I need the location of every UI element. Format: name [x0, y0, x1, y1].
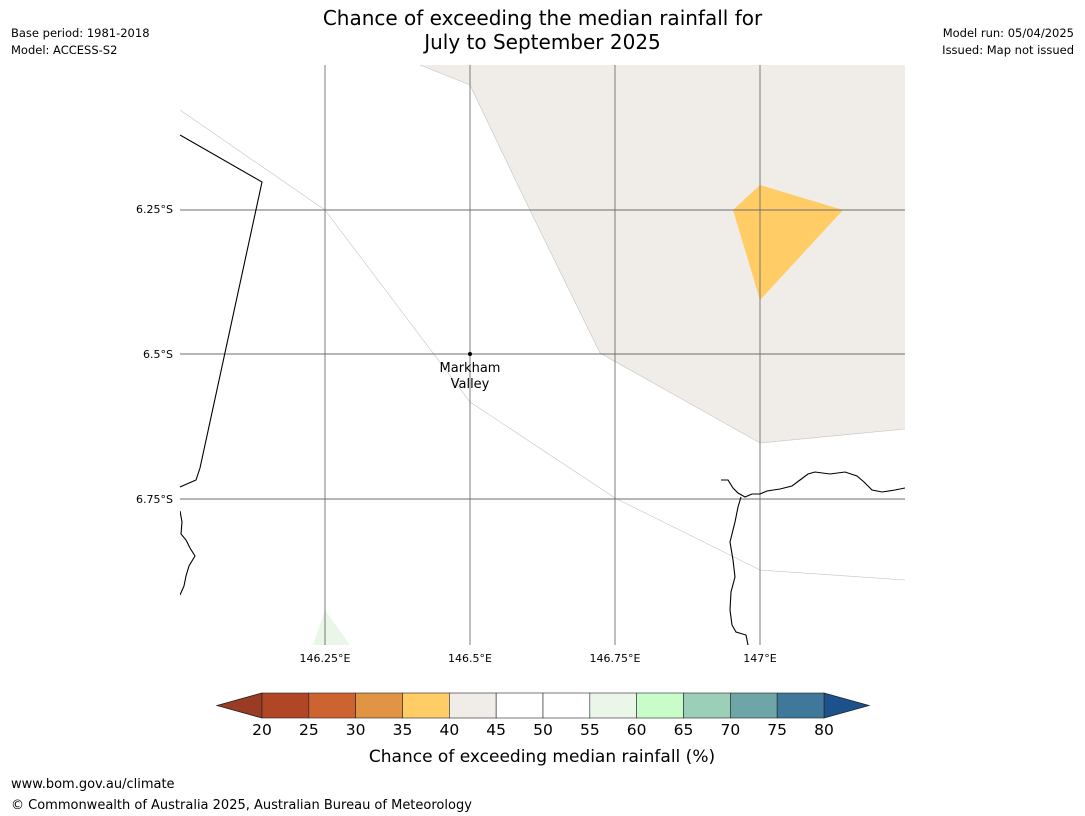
model-text: Model: ACCESS-S2: [11, 43, 118, 57]
colorbar-swatch: [308, 692, 356, 719]
place-marker: [468, 352, 472, 356]
colorbar-tick-label: 55: [580, 721, 600, 739]
colorbar-swatch: [636, 692, 684, 719]
region-40-45: [420, 65, 905, 443]
region-boundary-line: [180, 109, 905, 581]
base-period-text: Base period: 1981-2018: [11, 26, 150, 40]
colorbar-tick-label: 50: [533, 721, 553, 739]
footer: www.bom.gov.au/climate © Commonwealth of…: [11, 774, 472, 816]
footer-copyright: © Commonwealth of Australia 2025, Austra…: [11, 798, 472, 813]
model-run-text: Model run: 05/04/2025: [942, 26, 1074, 40]
issued-text: Issued: Map not issued: [942, 43, 1074, 57]
lon-label: 147°E: [743, 652, 776, 665]
lon-label: 146.5°E: [448, 652, 492, 665]
lat-label: 6.75°S: [136, 493, 173, 506]
colorbar-tick-label: 30: [346, 721, 366, 739]
colorbar-swatch: [776, 692, 825, 719]
colorbar-tick-label: 45: [486, 721, 506, 739]
colorbar-swatch: [542, 692, 591, 719]
colorbar-title: Chance of exceeding median rainfall (%): [369, 747, 715, 767]
colorbar-swatch: [730, 692, 778, 719]
colorbar-swatch: [261, 692, 310, 719]
map-panel[interactable]: [180, 65, 905, 645]
map-title: Chance of exceeding the median rainfall …: [0, 6, 1085, 54]
colorbar-swatch: [589, 692, 637, 719]
colorbar-over-arrow: [823, 692, 871, 719]
colorbar-tick-label: 80: [814, 721, 834, 739]
lat-label: 6.5°S: [143, 348, 173, 361]
place-label-line-2: Valley: [451, 377, 490, 392]
coastline: [180, 134, 905, 645]
title-line-2: July to September 2025: [424, 30, 661, 54]
colorbar-tick-label: 40: [439, 721, 459, 739]
colorbar-tick-label: 25: [299, 721, 319, 739]
lat-label: 6.25°S: [136, 203, 173, 216]
colorbar: [215, 692, 871, 719]
place-label-line-1: Markham: [440, 361, 501, 376]
colorbar-tick-label: 75: [767, 721, 787, 739]
colorbar-tick-label: 35: [393, 721, 413, 739]
colorbar-tick-label: 20: [252, 721, 272, 739]
header-right-meta: Model run: 05/04/2025 Issued: Map not is…: [942, 25, 1074, 59]
colorbar-tick-label: 60: [627, 721, 647, 739]
lon-label: 146.75°E: [590, 652, 641, 665]
region-55-60: [313, 610, 350, 645]
footer-url[interactable]: www.bom.gov.au/climate: [11, 777, 175, 792]
colorbar-swatch: [495, 692, 544, 719]
lon-label: 146.25°E: [300, 652, 351, 665]
header-left-meta: Base period: 1981-2018 Model: ACCESS-S2: [11, 25, 150, 59]
colorbar-swatch: [402, 692, 450, 719]
colorbar-tick-label: 65: [674, 721, 694, 739]
colorbar-swatch: [449, 692, 497, 719]
title-line-1: Chance of exceeding the median rainfall …: [322, 6, 763, 30]
region-35-40: [733, 185, 843, 300]
colorbar-swatch: [355, 692, 403, 719]
colorbar-swatch: [683, 692, 731, 719]
colorbar-under-arrow: [215, 692, 263, 719]
colorbar-tick-label: 70: [720, 721, 740, 739]
region-boundary-line: [419, 65, 905, 444]
